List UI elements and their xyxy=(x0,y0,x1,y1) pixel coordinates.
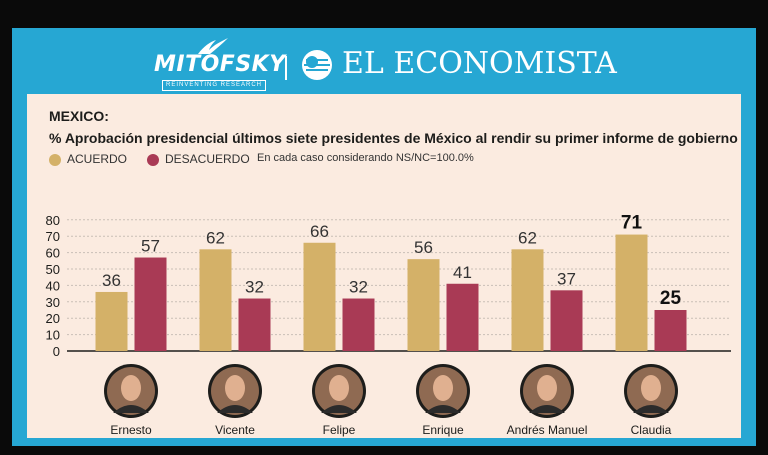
portrait-face xyxy=(433,375,453,401)
data-label: 62 xyxy=(518,228,537,247)
bar-desacuerdo xyxy=(238,298,271,351)
bar-acuerdo xyxy=(199,249,232,351)
portrait-face xyxy=(641,375,661,401)
chart-note: En cada caso considerando NS/NC=100.0% xyxy=(257,152,474,164)
portrait-face xyxy=(225,375,245,401)
data-label: 66 xyxy=(310,222,329,241)
bar-acuerdo xyxy=(303,242,336,351)
bar-desacuerdo xyxy=(550,290,583,351)
category-label: Vicente xyxy=(215,423,255,437)
chart-subtitle: % Aprobación presidencial últimos siete … xyxy=(49,130,738,146)
portrait-face xyxy=(537,375,557,401)
portrait-shoulders xyxy=(425,405,461,413)
portrait-face xyxy=(329,375,349,401)
y-tick-label: 10 xyxy=(46,328,60,343)
bar-desacuerdo xyxy=(654,310,687,351)
y-tick-label: 0 xyxy=(53,344,60,359)
portrait-face xyxy=(121,375,141,401)
bar-acuerdo xyxy=(511,249,544,351)
portrait-shoulders xyxy=(633,405,669,413)
y-tick-label: 40 xyxy=(46,278,60,293)
bar-acuerdo xyxy=(407,259,440,351)
bar-desacuerdo xyxy=(446,283,479,351)
y-tick-label: 70 xyxy=(46,229,60,244)
data-label: 41 xyxy=(453,263,472,282)
portrait-shoulders xyxy=(529,405,565,413)
category-label: Felipe xyxy=(323,423,356,437)
chart-panel: MEXICO: % Aprobación presidencial último… xyxy=(27,94,741,438)
portrait-shoulders xyxy=(217,405,253,413)
chart-title: MEXICO: xyxy=(49,108,109,124)
data-label: 32 xyxy=(349,278,368,297)
bar-acuerdo xyxy=(615,234,648,351)
portrait-shoulders xyxy=(321,405,357,413)
globe-icon xyxy=(302,50,332,80)
data-label: 25 xyxy=(660,288,682,309)
category-label: Enrique xyxy=(422,423,464,437)
data-label: 37 xyxy=(557,269,576,288)
y-tick-label: 30 xyxy=(46,295,60,310)
bar-desacuerdo xyxy=(134,257,167,351)
portrait-shoulders xyxy=(113,405,149,413)
bar-desacuerdo xyxy=(342,298,375,351)
category-label: Ernesto xyxy=(110,423,152,437)
category-label: Andrés Manuel xyxy=(507,423,588,437)
data-label: 32 xyxy=(245,278,264,297)
mitofsky-wordmark: MITOFSKY xyxy=(154,52,286,77)
header-banner: MITOFSKY REINVENTING RESEARCH EL ECONOMI… xyxy=(12,28,756,94)
bird-icon xyxy=(198,38,228,54)
bar-chart: 010203040506070803657ErnestoZedillo6232V… xyxy=(46,213,731,437)
mitofsky-tagline: REINVENTING RESEARCH xyxy=(162,80,266,91)
header-divider xyxy=(285,56,287,80)
y-tick-label: 20 xyxy=(46,311,60,326)
legend-swatch-acuerdo xyxy=(49,154,61,166)
mitofsky-logo: MITOFSKY REINVENTING RESEARCH xyxy=(154,36,286,91)
data-label: 57 xyxy=(141,237,160,256)
legend-label-acuerdo: ACUERDO xyxy=(67,152,128,166)
frame-border: MITOFSKY REINVENTING RESEARCH EL ECONOMI… xyxy=(12,28,756,446)
data-label: 56 xyxy=(414,238,433,257)
data-label: 36 xyxy=(102,271,121,290)
y-tick-label: 80 xyxy=(46,213,60,228)
bar-acuerdo xyxy=(95,291,128,351)
data-label: 62 xyxy=(206,228,225,247)
category-label: Claudia xyxy=(631,423,672,437)
data-label: 71 xyxy=(621,213,643,234)
legend-label-desacuerdo: DESACUERDO xyxy=(165,152,250,166)
y-tick-label: 60 xyxy=(46,246,60,261)
el-economista-wordmark: EL ECONOMISTA xyxy=(342,46,617,81)
y-tick-label: 50 xyxy=(46,262,60,277)
legend-swatch-desacuerdo xyxy=(147,154,159,166)
